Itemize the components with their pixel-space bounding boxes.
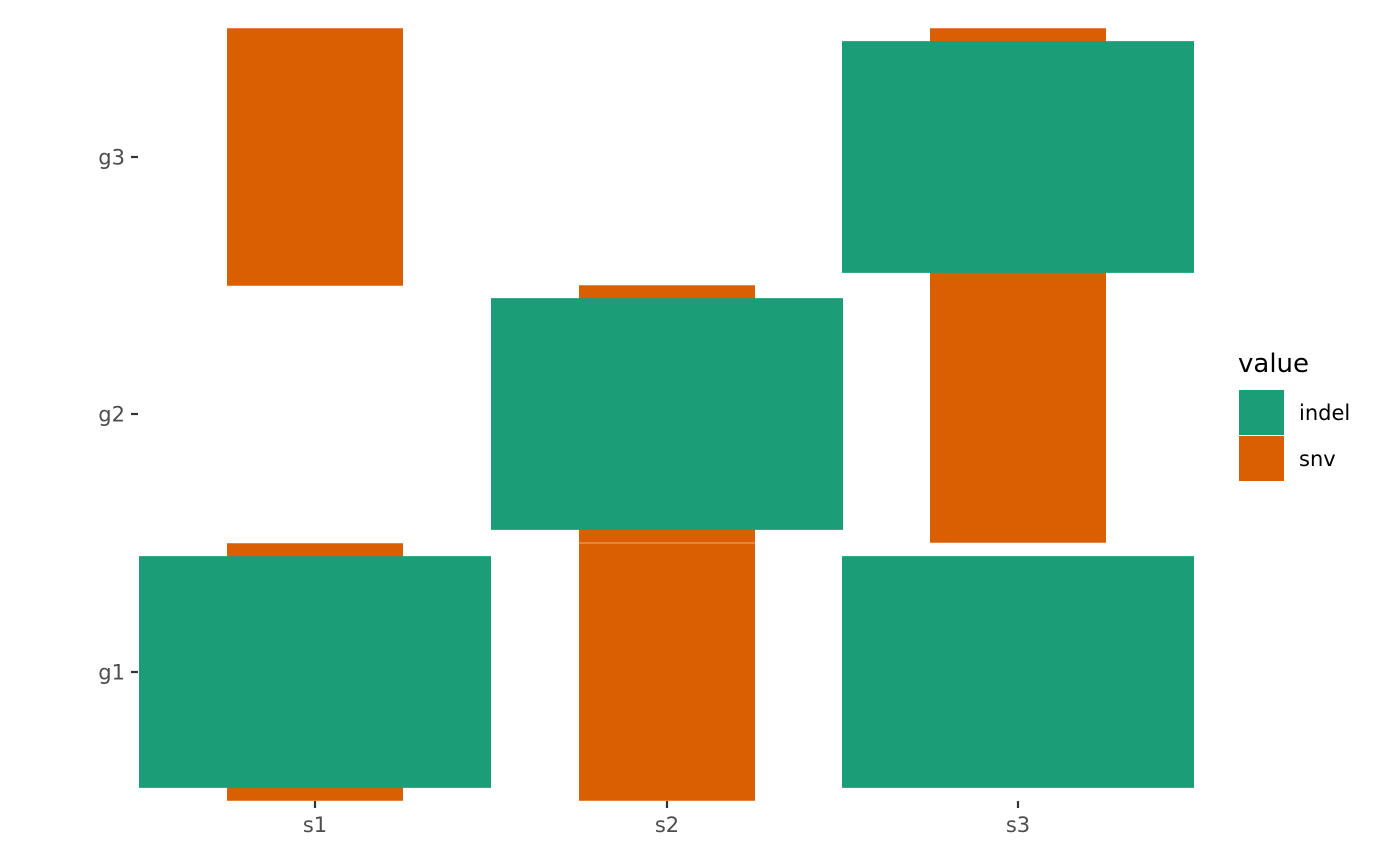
x-tick-label-s1: s1	[303, 813, 327, 837]
y-tick-label-g3: g3	[98, 146, 125, 170]
cell-indel-s1-g1	[139, 556, 491, 788]
cell-snv-s3-g2	[930, 285, 1106, 543]
legend-label-indel: indel	[1299, 401, 1350, 425]
legend-title: value	[1238, 349, 1309, 379]
cell-indel-s3-g3	[842, 41, 1194, 273]
cell-indel-s3-g1	[842, 556, 1194, 788]
legend-label-snv: snv	[1299, 447, 1336, 471]
x-axis: s1 s2 s3	[303, 801, 1030, 837]
cell-snv-s1-g3	[227, 28, 403, 286]
y-tick-label-g2: g2	[98, 403, 125, 427]
indel-cells	[139, 41, 1194, 788]
cell-indel-s2-g2	[491, 298, 843, 530]
legend: value indel snv	[1238, 349, 1350, 481]
cell-snv-s2-g1	[579, 543, 755, 801]
legend-key-snv	[1239, 436, 1284, 481]
x-tick-label-s3: s3	[1006, 813, 1030, 837]
x-tick-label-s2: s2	[655, 813, 679, 837]
legend-key-indel	[1239, 390, 1284, 435]
y-tick-label-g1: g1	[98, 661, 125, 685]
y-axis: g1 g2 g3	[98, 146, 138, 685]
